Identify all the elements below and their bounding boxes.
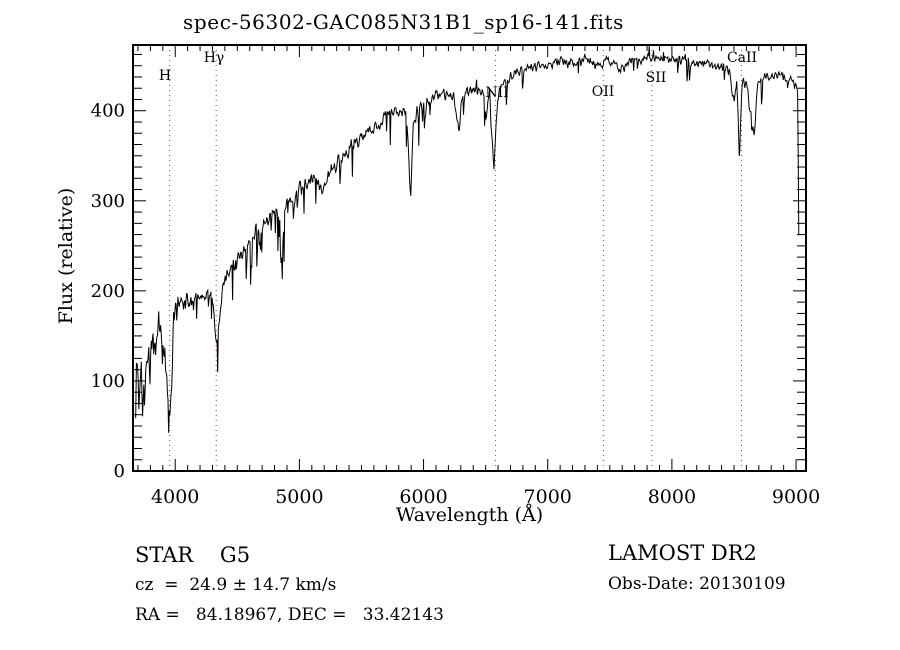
y-axis-label: Flux (relative) <box>55 187 77 325</box>
y-tick-label: 0 <box>114 461 125 482</box>
spectral-line-label: Hγ <box>204 50 225 66</box>
x-tick-label: 5000 <box>275 486 323 508</box>
axis-ticks <box>133 45 806 472</box>
spectral-line-label: CaII <box>727 50 757 66</box>
y-tick-label: 400 <box>91 101 125 122</box>
spectrum-line <box>135 45 800 433</box>
x-tick-label: 7000 <box>524 486 572 508</box>
x-tick-label: 6000 <box>399 486 447 508</box>
x-tick-label: 4000 <box>151 486 199 508</box>
spectrum-trace <box>135 45 800 433</box>
spectral-line-label: OII <box>592 84 615 100</box>
y-tick-label: 300 <box>91 191 125 212</box>
y-tick-label: 200 <box>91 281 125 302</box>
spectral-line-markers <box>169 45 742 471</box>
x-tick-label: 8000 <box>648 486 696 508</box>
y-tick-label: 100 <box>91 371 125 392</box>
axes-frame <box>132 44 807 472</box>
x-axis-label: Wavelength (Å) <box>395 504 544 526</box>
ra-dec: RA = 84.18967, DEC = 33.42143 <box>135 605 444 625</box>
plot-title: spec-56302-GAC085N31B1_sp16-141.fits <box>183 10 625 34</box>
spectral-line-label: H <box>159 68 171 84</box>
obs-date: Obs-Date: 20130109 <box>608 574 786 594</box>
spectral-line-label: NII <box>485 85 508 101</box>
object-class-label: STAR G5 <box>135 543 251 567</box>
cz-value: cz = 24.9 ± 14.7 km/s <box>135 575 337 595</box>
plot-frame <box>132 44 807 472</box>
tick-labels: 4000 5000 6000 7000 8000 9000 0 100 200 300 400 <box>91 101 821 508</box>
survey-label: LAMOST DR2 <box>608 541 757 565</box>
x-tick-label: 9000 <box>772 486 820 508</box>
spectral-line-label: SII <box>646 70 667 86</box>
spectral-line-labels: H Hγ NII OII SII CaII <box>159 50 757 101</box>
